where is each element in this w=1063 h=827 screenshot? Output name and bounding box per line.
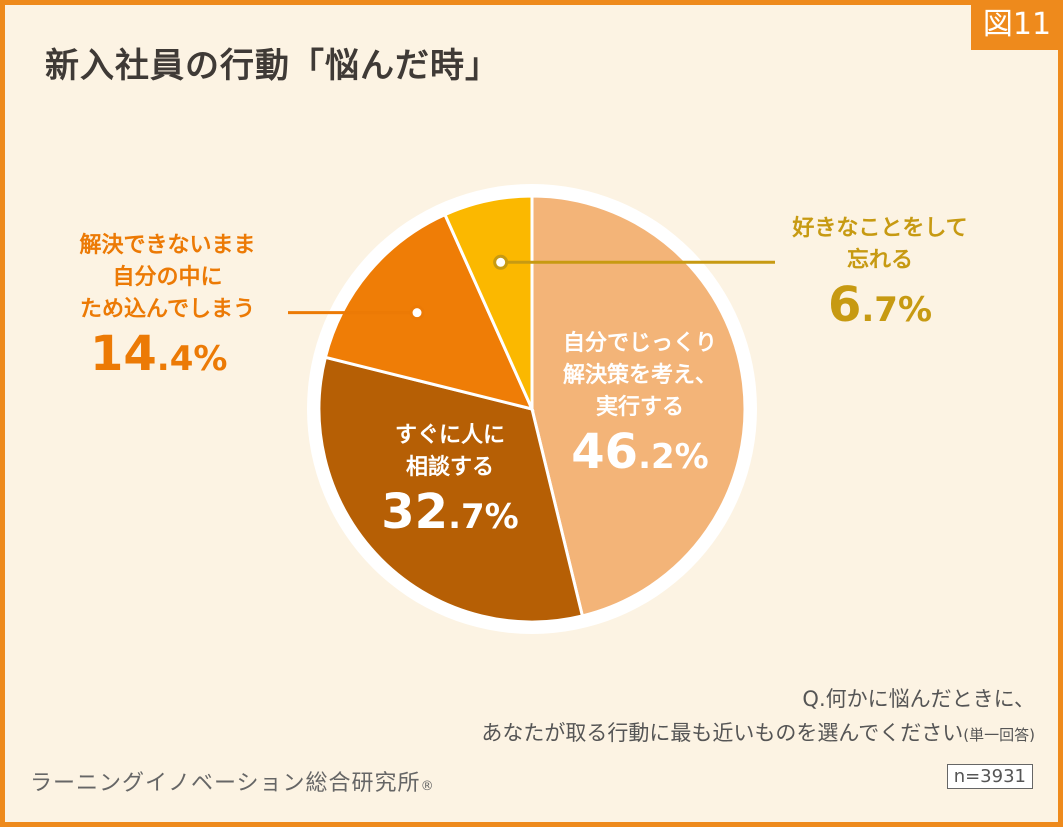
- label-forget-hobby: 好きなことをして 忘れる 6.7%: [760, 213, 1000, 333]
- percent-forget-hobby-dec: .7%: [861, 290, 933, 330]
- leader-forget-hobby-dot: [493, 254, 509, 270]
- chart-title: 新入社員の行動「悩んだ時」: [45, 46, 500, 86]
- registered-mark: ®: [420, 779, 435, 794]
- label-keep-inside-line3: ため込んでしまう: [80, 297, 255, 322]
- survey-question-text: あなたが取る行動に最も近いものを選んでください: [481, 721, 964, 745]
- survey-question-line1: Q.何かに悩んだときに、: [802, 687, 1035, 711]
- label-keep-inside-line2: 自分の中に: [112, 265, 223, 290]
- label-consult-people-line2: 相談する: [405, 455, 494, 480]
- leader-keep-inside-dot: [409, 305, 425, 321]
- label-forget-hobby-line1: 好きなことをして: [792, 216, 968, 241]
- percent-keep-inside-int: 14: [90, 326, 157, 382]
- percent-consult-people-int: 32: [381, 484, 449, 540]
- percent-solve-myself-dec: .2%: [638, 437, 709, 477]
- label-solve-myself-line2: 解決策を考え、: [562, 363, 717, 388]
- label-solve-myself: 自分でじっくり 解決策を考え、 実行する 46.2%: [520, 328, 760, 480]
- slice-solve-myself: [530, 194, 747, 618]
- percent-forget-hobby: 6.7%: [760, 277, 1000, 333]
- sample-size: n=3931: [946, 764, 1033, 789]
- label-consult-people-line1: すぐに人に: [394, 423, 505, 448]
- label-keep-inside-line1: 解決できないまま: [79, 233, 256, 258]
- label-solve-myself-line3: 実行する: [595, 395, 684, 420]
- percent-consult-people-dec: .7%: [448, 497, 519, 537]
- survey-question: Q.何かに悩んだときに、 あなたが取る行動に最も近いものを選んでください(単一回…: [481, 682, 1035, 752]
- percent-keep-inside: 14.4%: [40, 326, 295, 382]
- label-forget-hobby-line2: 忘れる: [846, 248, 913, 273]
- label-keep-inside: 解決できないまま 自分の中に ため込んでしまう 14.4%: [40, 230, 295, 382]
- slice-consult-people: [317, 355, 585, 624]
- organization-credit: ラーニングイノベーション総合研究所®: [30, 765, 435, 797]
- percent-consult-people: 32.7%: [345, 484, 555, 540]
- survey-question-line2: あなたが取る行動に最も近いものを選んでください(単一回答): [481, 716, 1035, 752]
- label-solve-myself-line1: 自分でじっくり: [562, 331, 717, 356]
- slice-forget-hobby: [442, 194, 534, 410]
- percent-solve-myself-int: 46: [571, 424, 639, 480]
- percent-forget-hobby-int: 6: [827, 277, 862, 333]
- organization-name: ラーニングイノベーション総合研究所: [30, 771, 421, 796]
- figure-number-badge: 図11: [971, 0, 1063, 50]
- percent-solve-myself: 46.2%: [520, 424, 760, 480]
- slice-keep-inside: [323, 212, 535, 412]
- answer-type-note: (単一回答): [963, 726, 1035, 744]
- label-consult-people: すぐに人に 相談する 32.7%: [345, 420, 555, 540]
- percent-keep-inside-dec: .4%: [156, 339, 228, 379]
